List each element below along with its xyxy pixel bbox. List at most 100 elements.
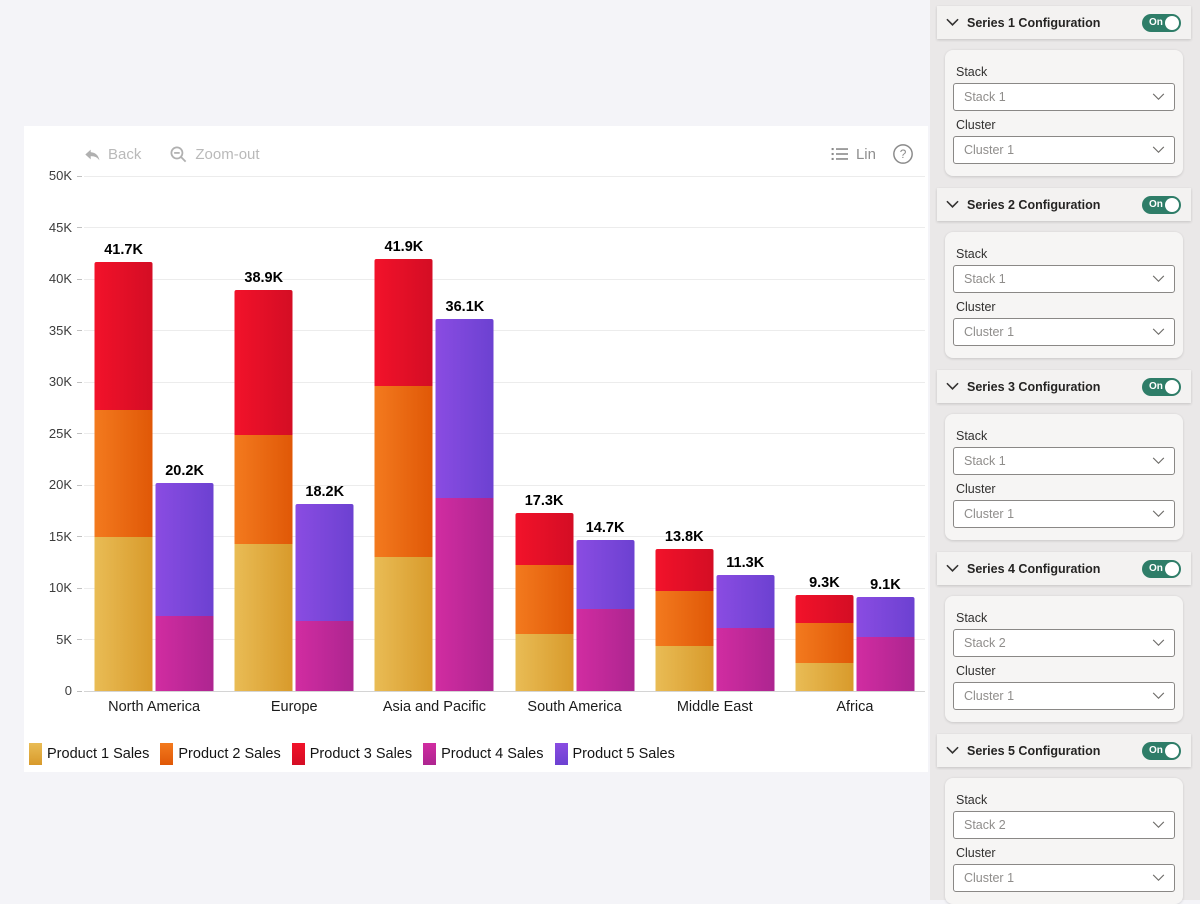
stack-field-label: Stack [956, 793, 988, 807]
bar-segment[interactable] [515, 634, 574, 691]
chevron-down-icon [1152, 323, 1165, 341]
bar-segment[interactable] [234, 434, 293, 544]
bar-segment[interactable] [155, 615, 214, 691]
dropdown-value: Cluster 1 [964, 507, 1015, 521]
config-section-title: Series 4 Configuration [967, 561, 1101, 576]
cluster-field-label: Cluster [956, 118, 996, 132]
cluster-dropdown[interactable]: Cluster 1 [953, 318, 1175, 346]
zoom-out-button[interactable]: Zoom-out [169, 145, 260, 164]
bar-segment[interactable] [155, 482, 214, 616]
stack-field-label: Stack [956, 611, 988, 625]
stacked-bar: 41.7K [94, 242, 153, 691]
chevron-down-icon [1152, 816, 1165, 834]
legend-item[interactable]: Product 4 Sales [423, 743, 544, 765]
config-section-card: Stack Stack 1 Cluster Cluster 1 [945, 232, 1183, 358]
stack-dropdown[interactable]: Stack 1 [953, 447, 1175, 475]
bar-segment[interactable] [576, 608, 635, 691]
bar-segment[interactable] [716, 628, 775, 691]
x-axis-label: Europe [270, 699, 318, 715]
bar-segment[interactable] [374, 386, 433, 558]
series-on-toggle[interactable]: On [1142, 559, 1181, 578]
cluster-field-label: Cluster [956, 664, 996, 678]
legend-item[interactable]: Product 5 Sales [554, 743, 675, 765]
bar-segment[interactable] [716, 574, 775, 629]
series-on-toggle[interactable]: On [1142, 195, 1181, 214]
help-icon: ? [892, 143, 914, 165]
dropdown-value: Cluster 1 [964, 871, 1015, 885]
x-axis-label: Africa [836, 699, 874, 715]
config-section-card: Stack Stack 1 Cluster Cluster 1 [945, 414, 1183, 540]
bar-segment[interactable] [655, 548, 714, 592]
stack-dropdown[interactable]: Stack 2 [953, 811, 1175, 839]
bar-segment[interactable] [94, 409, 153, 537]
bar-segment[interactable] [435, 498, 494, 691]
stacked-bar: 38.9K [234, 270, 293, 691]
series-on-toggle[interactable]: On [1142, 377, 1181, 396]
gridline [84, 278, 925, 280]
config-section-header[interactable]: Series 1 Configuration On [937, 6, 1191, 39]
config-section-header[interactable]: Series 4 Configuration On [937, 552, 1191, 585]
gridline [84, 433, 925, 434]
legend-item[interactable]: Product 2 Sales [160, 743, 281, 765]
bar-segment[interactable] [295, 620, 354, 691]
bar-segment[interactable] [374, 259, 433, 387]
bar-cluster: 13.8K 11.3K [655, 529, 775, 691]
y-tick [77, 690, 82, 692]
config-section-title: Series 3 Configuration [967, 379, 1101, 394]
stacked-bar: 18.2K [295, 484, 354, 691]
chevron-down-icon [946, 378, 959, 396]
config-section-3: Series 3 Configuration On Stack Stack 1 Cl… [930, 370, 1200, 540]
bar-value-label: 20.2K [165, 462, 204, 479]
stack-dropdown[interactable]: Stack 1 [953, 83, 1175, 111]
help-button[interactable]: ? [892, 143, 914, 165]
bar-value-label: 18.2K [305, 483, 345, 500]
bar-value-label: 9.1K [870, 577, 901, 594]
bar-segment[interactable] [295, 503, 354, 621]
back-button[interactable]: Back [82, 145, 141, 164]
list-icon [831, 146, 849, 162]
bar-segment[interactable] [655, 645, 714, 691]
bar-segment[interactable] [856, 597, 915, 638]
scale-mode-button[interactable]: Lin [831, 146, 876, 163]
bar-segment[interactable] [234, 543, 293, 691]
legend-label: Product 4 Sales [441, 746, 544, 762]
x-axis-label: South America [527, 699, 622, 715]
gridline [84, 381, 925, 383]
series-on-toggle[interactable]: On [1142, 741, 1181, 760]
gridline [84, 587, 925, 589]
bar-segment[interactable] [94, 536, 153, 691]
bar-segment[interactable] [515, 565, 574, 635]
config-section-header[interactable]: Series 3 Configuration On [937, 370, 1191, 403]
y-tick [77, 484, 82, 486]
config-section-header[interactable]: Series 2 Configuration On [937, 188, 1191, 221]
bar-segment[interactable] [795, 623, 854, 664]
bar-cluster: 17.3K 14.7K [515, 493, 635, 691]
legend-label: Product 1 Sales [47, 746, 150, 762]
bar-segment[interactable] [234, 290, 293, 435]
bar-segment[interactable] [655, 591, 714, 646]
config-section-card: Stack Stack 1 Cluster Cluster 1 [945, 50, 1183, 176]
legend-swatch [160, 743, 174, 765]
stack-dropdown[interactable]: Stack 2 [953, 629, 1175, 657]
chevron-down-icon [1152, 505, 1165, 523]
bar-segment[interactable] [576, 539, 635, 609]
bar-segment[interactable] [435, 319, 494, 499]
bar-segment[interactable] [856, 637, 915, 691]
bar-segment[interactable] [515, 512, 574, 566]
bar-value-label: 38.9K [244, 270, 284, 287]
series-on-toggle[interactable]: On [1142, 13, 1181, 32]
dropdown-value: Stack 2 [964, 818, 1006, 832]
bar-segment[interactable] [374, 557, 433, 691]
cluster-dropdown[interactable]: Cluster 1 [953, 682, 1175, 710]
legend-item[interactable]: Product 1 Sales [29, 743, 149, 765]
config-section-header[interactable]: Series 5 Configuration On [937, 734, 1191, 767]
cluster-dropdown[interactable]: Cluster 1 [953, 136, 1175, 164]
stack-dropdown[interactable]: Stack 1 [953, 265, 1175, 293]
cluster-dropdown[interactable]: Cluster 1 [953, 864, 1175, 892]
bar-segment[interactable] [795, 663, 854, 691]
cluster-dropdown[interactable]: Cluster 1 [953, 500, 1175, 528]
stacked-bar: 9.1K [856, 577, 915, 691]
bar-segment[interactable] [94, 261, 153, 410]
bar-segment[interactable] [795, 595, 854, 624]
legend-item[interactable]: Product 3 Sales [291, 743, 412, 765]
